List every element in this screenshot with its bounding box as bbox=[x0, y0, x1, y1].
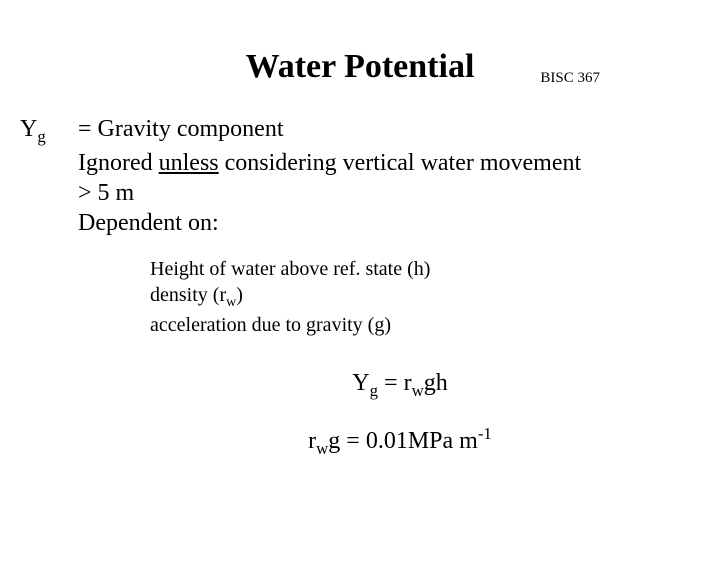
line2-pre: Ignored bbox=[78, 150, 159, 176]
eq1-psi: Y bbox=[352, 370, 369, 396]
dep-gravity: acceleration due to gravity (g) bbox=[150, 312, 720, 338]
dep-height: Height of water above ref. state (h) bbox=[150, 256, 720, 282]
definition-text: = Gravity component bbox=[78, 114, 720, 148]
eq2-sup: -1 bbox=[478, 424, 492, 443]
dep-density-post: ) bbox=[236, 284, 243, 306]
main-content: Yg = Gravity component Ignored unless co… bbox=[20, 114, 720, 460]
course-code: BISC 367 bbox=[540, 70, 600, 87]
eq1-sub-g: g bbox=[370, 381, 378, 400]
symbol-psi-g: Yg bbox=[20, 114, 78, 148]
equation-1: Yg = rwgh bbox=[80, 368, 720, 402]
rho-sub-w: w bbox=[226, 295, 236, 310]
eq1-equals: = bbox=[378, 370, 404, 396]
dep-density: density (rw) bbox=[150, 282, 720, 312]
line-ignored: Ignored unless considering vertical wate… bbox=[78, 148, 720, 178]
eq1-sub-w: w bbox=[412, 381, 424, 400]
line2-underlined: unless bbox=[159, 150, 219, 176]
page-title: Water Potential bbox=[0, 48, 720, 86]
psi-glyph: Y bbox=[20, 116, 37, 142]
eq1-rho: r bbox=[404, 370, 412, 396]
eq2-rho: r bbox=[308, 428, 316, 454]
line2-post: considering vertical water movement bbox=[219, 150, 582, 176]
dependency-list: Height of water above ref. state (h) den… bbox=[150, 256, 720, 338]
eq2-sub-w: w bbox=[316, 439, 328, 458]
line-threshold: > 5 m bbox=[78, 178, 720, 208]
dep-density-pre: density ( bbox=[150, 284, 219, 306]
equation-2: rwg = 0.01MPa m-1 bbox=[80, 424, 720, 460]
line-dependent: Dependent on: bbox=[78, 208, 720, 238]
eq1-tail: gh bbox=[424, 370, 448, 396]
eq2-body: g = 0.01MPa m bbox=[328, 428, 478, 454]
definition-row: Yg = Gravity component bbox=[20, 114, 720, 148]
psi-sub-g: g bbox=[37, 127, 45, 146]
